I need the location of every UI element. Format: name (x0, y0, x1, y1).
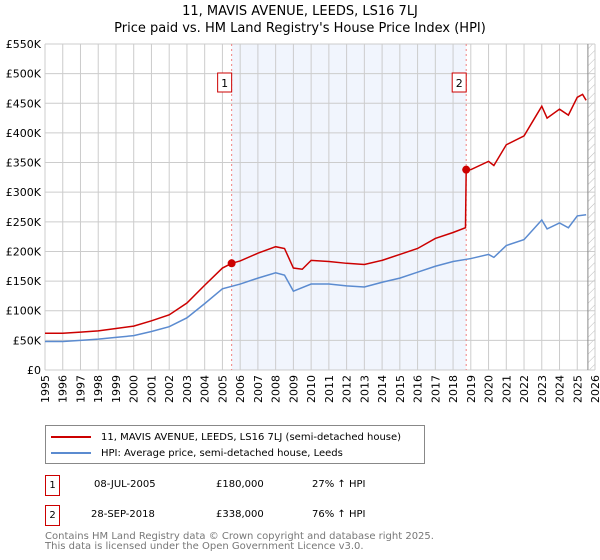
x-tick-label: 2023 (536, 375, 549, 403)
sale-marker: 1 (45, 475, 60, 496)
x-tick-label: 2012 (341, 375, 354, 403)
y-tick-label: £450K (6, 97, 42, 110)
x-tick-label: 1996 (57, 375, 70, 403)
y-tick-label: £250K (6, 216, 42, 229)
y-tick-label: £550K (6, 38, 42, 51)
series-line (45, 93, 587, 335)
x-tick-label: 2005 (216, 375, 229, 403)
sale-point (462, 165, 471, 174)
x-tick-label: 2000 (128, 375, 141, 403)
legend: 11, MAVIS AVENUE, LEEDS, LS16 7LJ (semi-… (45, 425, 425, 464)
footer-copyright: Contains HM Land Registry data © Crown c… (45, 531, 434, 542)
x-tick-label: 1997 (74, 375, 87, 403)
x-tick-label: 1998 (92, 375, 105, 403)
x-tick-label: 2024 (554, 375, 567, 403)
x-tick-label: 2002 (163, 375, 176, 403)
x-tick-label: 2018 (447, 375, 460, 403)
y-tick-label: £300K (6, 186, 42, 199)
x-tick-label: 2017 (429, 375, 442, 403)
legend-swatch-blue (51, 452, 91, 454)
x-tick-label: 2010 (305, 375, 318, 403)
x-tick-label: 2003 (181, 375, 194, 403)
x-tick-label: 2026 (589, 375, 600, 403)
x-tick-label: 1995 (39, 375, 52, 403)
sale-hpi: 27% ↑ HPI (312, 479, 366, 490)
sale-label-box (217, 72, 233, 93)
legend-label-property: 11, MAVIS AVENUE, LEEDS, LS16 7LJ (semi-… (101, 431, 402, 443)
sale-date: 28-SEP-2018 (91, 509, 155, 520)
x-tick-label: 2016 (412, 375, 425, 403)
x-tick-label: 1999 (110, 375, 123, 403)
sale-row: 2 28-SEP-2018 £338,000 76% ↑ HPI (45, 505, 445, 526)
x-tick-label: 2011 (323, 375, 336, 403)
x-tick-label: 2014 (376, 375, 389, 403)
chart-subtitle: Price paid vs. HM Land Registry's House … (114, 21, 486, 36)
y-tick-label: £500K (6, 68, 42, 81)
x-tick-label: 2006 (234, 375, 247, 403)
sale-label: 1 (221, 77, 228, 90)
legend-label-hpi: HPI: Average price, semi-detached house,… (101, 447, 343, 459)
y-tick-label: £400K (6, 127, 42, 140)
sale-date: 08-JUL-2005 (94, 479, 156, 490)
y-tick-label: £0 (27, 364, 41, 377)
y-tick-label: £100K (6, 305, 42, 318)
sale-price: £338,000 (216, 509, 264, 520)
sale-label: 2 (456, 77, 463, 90)
x-tick-label: 2020 (483, 375, 496, 403)
footer-licence: This data is licensed under the Open Gov… (45, 541, 364, 552)
sold-period-shading (231, 44, 467, 370)
y-tick-label: £50K (13, 334, 42, 347)
series-line (45, 213, 587, 343)
x-tick-label: 2007 (252, 375, 265, 403)
chart-title: 11, MAVIS AVENUE, LEEDS, LS16 7LJ (182, 4, 418, 19)
y-tick-label: £150K (6, 275, 42, 288)
sale-point (227, 259, 236, 268)
sale-row: 1 08-JUL-2005 £180,000 27% ↑ HPI (45, 475, 445, 496)
x-tick-label: 2019 (465, 375, 478, 403)
x-tick-label: 2001 (145, 375, 158, 403)
sale-price: £180,000 (216, 479, 264, 490)
x-tick-label: 2008 (270, 375, 283, 403)
x-tick-label: 2021 (500, 375, 513, 403)
sale-label-box (451, 72, 467, 93)
y-tick-label: £350K (6, 157, 42, 170)
legend-swatch-red (51, 436, 91, 438)
x-tick-label: 2013 (358, 375, 371, 403)
x-tick-label: 2025 (571, 375, 584, 403)
sale-marker: 2 (45, 505, 60, 526)
sale-hpi: 76% ↑ HPI (312, 509, 366, 520)
line-chart: 1995 1996 1997 1998 1999 2000 2001 2002 2003 2004… (6, 38, 600, 403)
future-hatch (587, 44, 595, 370)
x-tick-label: 2022 (518, 375, 531, 403)
x-tick-label: 2004 (199, 375, 212, 403)
x-tick-label: 2015 (394, 375, 407, 403)
x-tick-label: 2009 (287, 375, 300, 403)
y-tick-label: £200K (6, 245, 42, 258)
